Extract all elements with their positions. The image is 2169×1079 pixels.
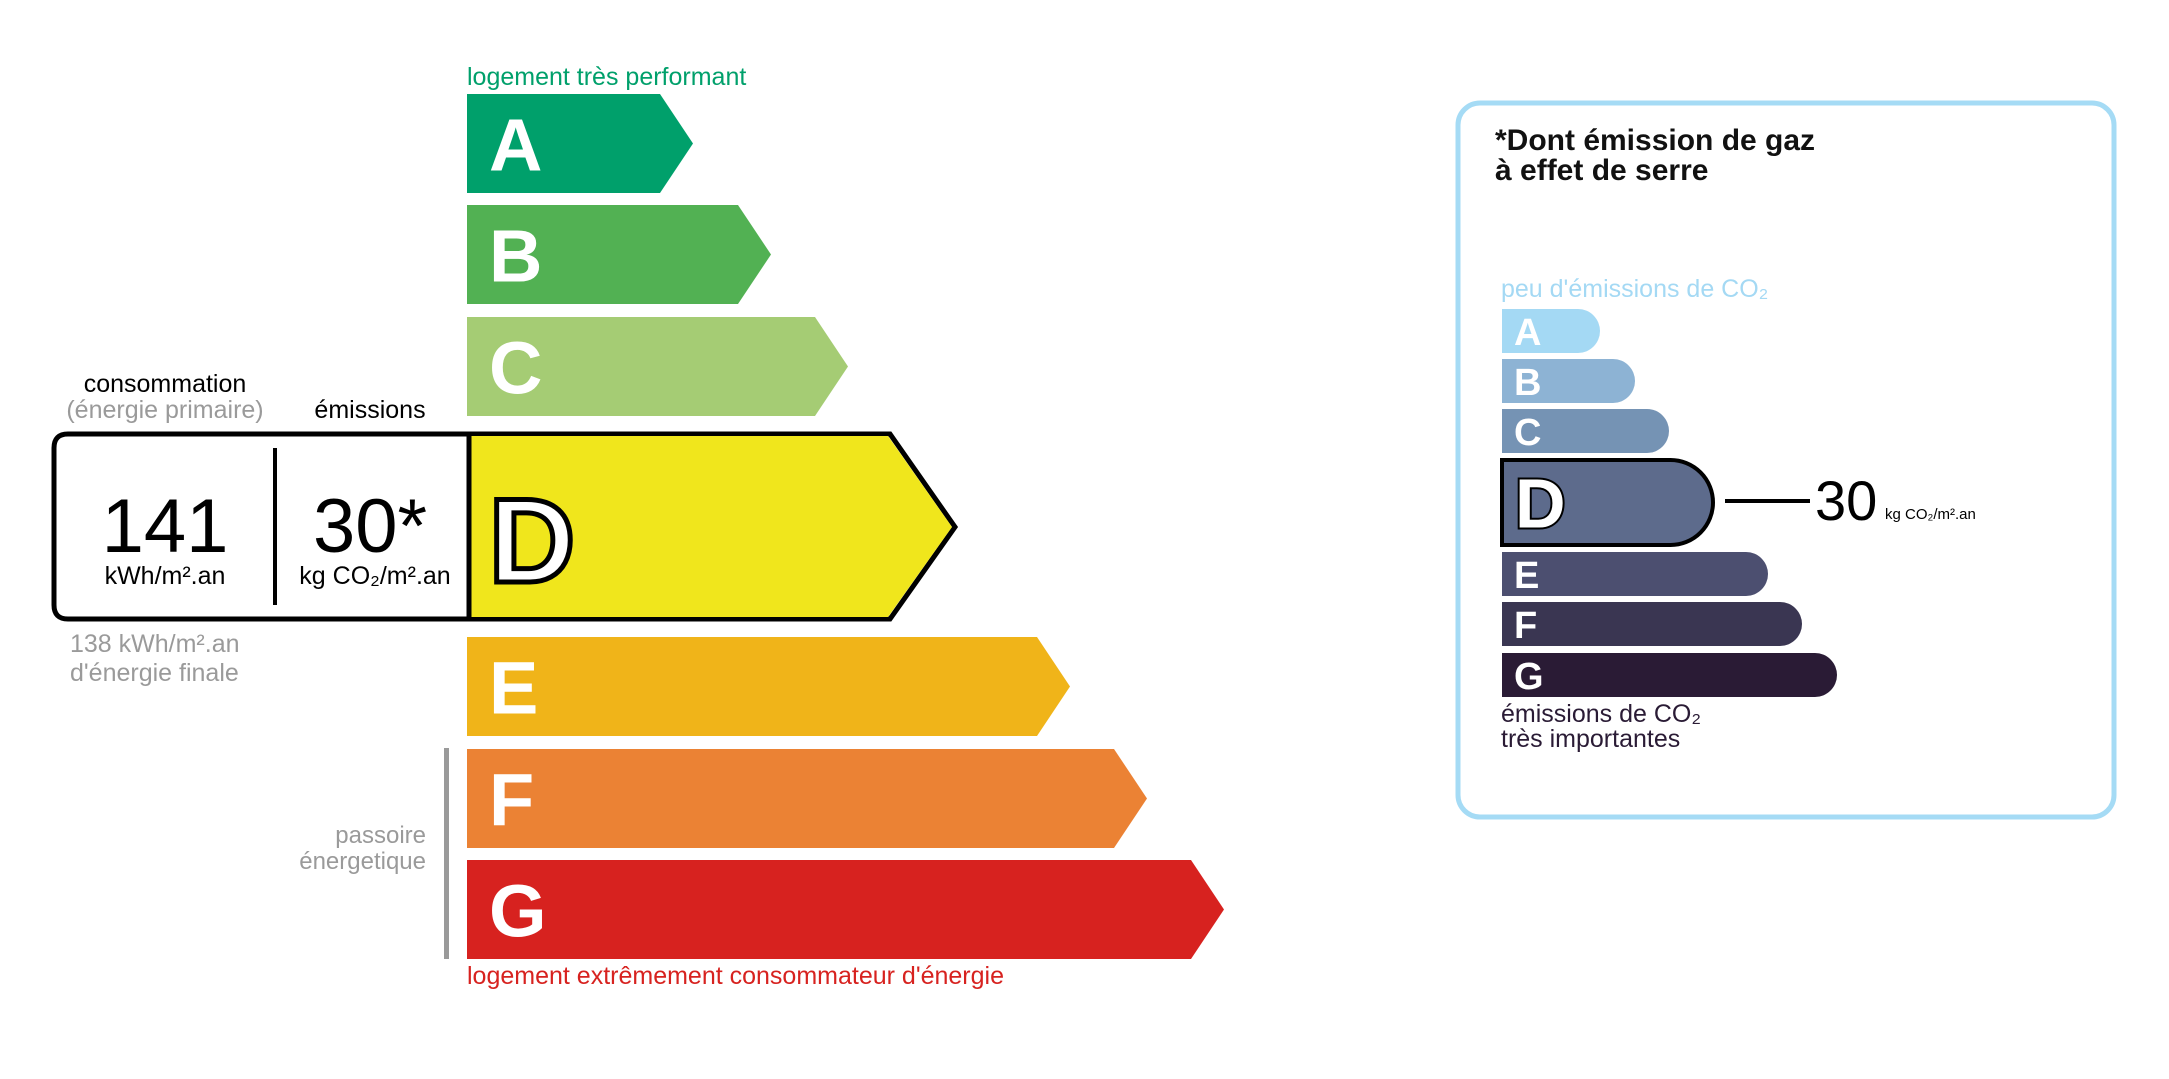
consumption-sublabel: (énergie primaire) (66, 396, 263, 424)
ges-bar-d (1500, 458, 1715, 547)
ges-bar-f (1502, 602, 1802, 646)
final-energy-value: 138 kWh/m².an (70, 630, 240, 658)
energy-scale: ABC EFG (467, 94, 1224, 959)
energy-top-label: logement très performant (467, 63, 746, 91)
ges-bar-e (1502, 552, 1768, 596)
energy-letter-a: A (489, 104, 542, 187)
energy-letter-d: D (489, 474, 576, 608)
energy-bar-f (467, 749, 1147, 848)
ges-letter-c: C (1514, 412, 1541, 454)
energy-bar-e (467, 637, 1070, 736)
energy-bar-d (470, 436, 952, 617)
emissions-unit: kg CO₂/m².an (299, 562, 450, 590)
energy-letter-g: G (489, 870, 547, 953)
energy-letter-e: E (489, 647, 538, 730)
energy-bar-c (467, 317, 848, 416)
ges-bar-c (1502, 409, 1669, 453)
passoire-label-1: passoire (335, 822, 426, 849)
ges-letter-b: B (1514, 362, 1541, 404)
passoire-bracket (444, 748, 449, 959)
ges-letter-a: A (1514, 312, 1541, 354)
emissions-value: 30* (313, 484, 427, 569)
ges-value: 30 (1815, 469, 1877, 532)
emissions-label: émissions (314, 396, 425, 424)
ges-bottom-label-2: très importantes (1501, 725, 1680, 753)
ges-letter-d: D (1515, 465, 1566, 543)
final-energy-label: d'énergie finale (70, 659, 239, 687)
ges-title-2: à effet de serre (1495, 154, 1708, 187)
ges-letter-g: G (1514, 656, 1544, 698)
ges-letter-e: E (1514, 555, 1539, 597)
ges-bottom-label-1: émissions de CO₂ (1501, 700, 1701, 728)
energy-bottom-label: logement extrêmement consommateur d'éner… (467, 962, 1004, 990)
ges-bar-b (1502, 359, 1635, 403)
ges-bar-g (1502, 653, 1837, 697)
passoire-label-2: énergetique (299, 848, 426, 875)
ges-top-label: peu d'émissions de CO₂ (1501, 275, 1768, 303)
consumption-value: 141 (102, 484, 229, 569)
energy-bar-b (467, 205, 771, 304)
ges-letter-f: F (1514, 605, 1537, 647)
energy-letter-b: B (489, 215, 542, 298)
energy-bar-g (467, 860, 1224, 959)
consumption-label: consommation (84, 370, 247, 398)
ges-title-1: *Dont émission de gaz (1495, 124, 1815, 157)
ges-bar-a (1502, 309, 1600, 353)
energy-letter-c: C (489, 327, 542, 410)
energy-letter-f: F (489, 759, 534, 842)
ges-unit: kg CO₂/m².an (1885, 506, 1976, 523)
energy-bar-a (467, 94, 693, 193)
consumption-unit: kWh/m².an (105, 562, 226, 590)
